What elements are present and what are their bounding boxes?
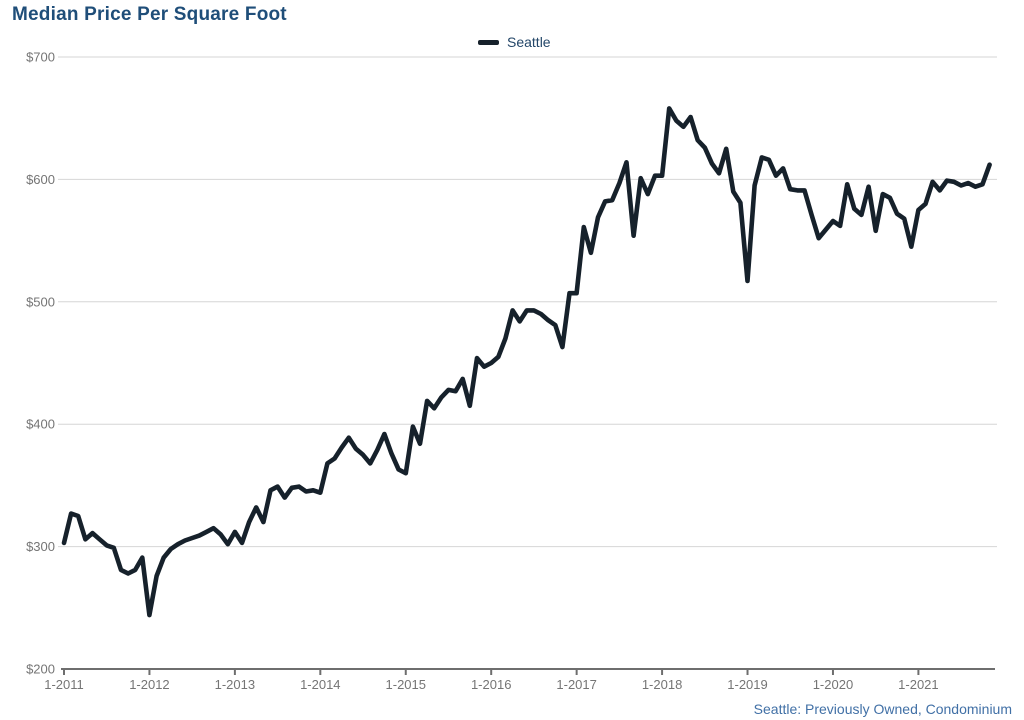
chart-source-note: Seattle: Previously Owned, Condominium [753, 701, 1012, 717]
legend-label: Seattle [507, 34, 551, 50]
x-axis-tick-label: 1-2019 [727, 677, 767, 692]
chart-title: Median Price Per Square Foot [12, 4, 287, 25]
x-axis-tick-label: 1-2015 [386, 677, 426, 692]
x-axis-tick-label: 1-2012 [129, 677, 169, 692]
y-axis-tick-label: $700 [26, 50, 55, 65]
y-axis-tick-label: $300 [26, 539, 55, 554]
x-axis-tick-label: 1-2013 [215, 677, 255, 692]
x-axis-tick-label: 1-2014 [300, 677, 340, 692]
legend: Seattle [478, 34, 551, 50]
x-axis-tick-label: 1-2018 [642, 677, 682, 692]
y-axis-tick-label: $200 [26, 662, 55, 677]
x-axis-tick-label: 1-2021 [898, 677, 938, 692]
x-axis-tick-label: 1-2017 [556, 677, 596, 692]
x-axis-tick-label: 1-2020 [813, 677, 853, 692]
y-axis-tick-label: $600 [26, 172, 55, 187]
y-axis-tick-label: $400 [26, 417, 55, 432]
x-axis-tick-label: 1-2011 [44, 677, 84, 692]
legend-line-swatch [478, 39, 499, 45]
x-axis-tick-label: 1-2016 [471, 677, 511, 692]
seattle-price-line [61, 106, 992, 618]
y-axis-tick-label: $500 [26, 294, 55, 309]
